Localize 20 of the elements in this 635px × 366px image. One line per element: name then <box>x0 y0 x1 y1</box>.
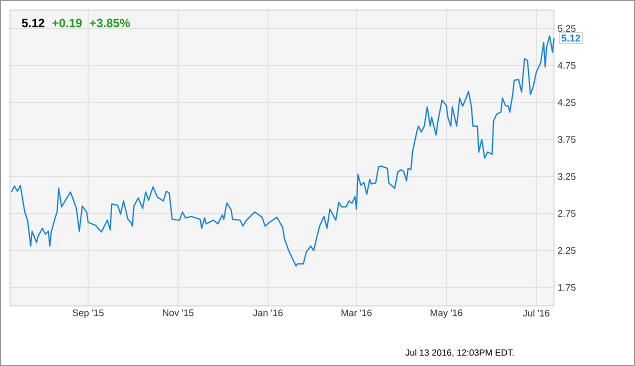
line-series <box>10 35 555 267</box>
x-tick-label: May '16 <box>430 310 462 318</box>
x-tick-label: Mar '16 <box>342 310 372 316</box>
x-tick-label: Sep '15 <box>72 310 104 318</box>
x-tick-label: Jan '16 <box>253 310 283 316</box>
text: Jul 13 2016, 12:03PM EDT. <box>405 349 514 357</box>
y-tick-label: 2.25 <box>558 247 576 254</box>
annotation: +3.85% <box>90 18 130 28</box>
annotation: 5.12 <box>562 34 580 42</box>
y-tick-label: 3.75 <box>558 136 576 143</box>
annotation: +0.19 <box>52 18 82 28</box>
y-tick-label: 4.75 <box>558 62 576 69</box>
y-tick-label: 3.25 <box>558 173 576 180</box>
y-tick-label: 4.25 <box>558 99 576 106</box>
x-tick-label: Jul '16 <box>522 310 550 316</box>
x-tick-label: Nov '15 <box>162 310 194 316</box>
y-tick-label: 1.75 <box>558 284 576 291</box>
y-tick-label: 2.75 <box>558 210 576 217</box>
annotation: 5.12 <box>22 18 44 28</box>
y-tick-label: 5.25 <box>558 25 576 32</box>
